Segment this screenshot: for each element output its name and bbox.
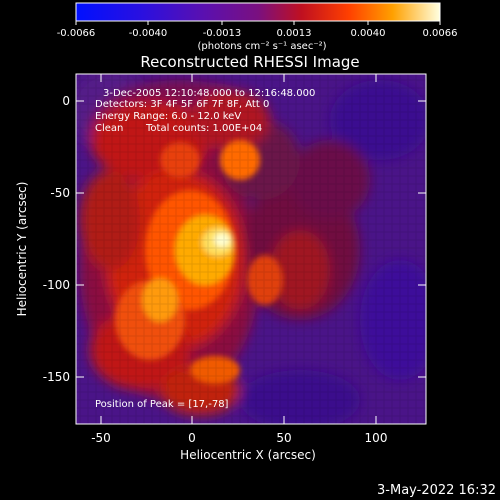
- heatmap-image: [76, 74, 426, 424]
- x-axis-label: Heliocentric X (arcsec): [180, 448, 316, 462]
- colorbar-tick-label: 0.0040: [351, 28, 386, 39]
- y-axis-label: Heliocentric Y (arcsec): [15, 182, 29, 317]
- x-tick-label: 100: [365, 431, 388, 445]
- colorbar-units: (photons cm⁻² s⁻¹ asec⁻²): [197, 41, 326, 52]
- y-tick-label: 0: [62, 94, 70, 108]
- info-detectors: Detectors: 3F 4F 5F 6F 7F 8F, Att 0: [95, 99, 269, 110]
- colorbar: [76, 3, 440, 21]
- colorbar-tick-label: -0.0013: [203, 28, 242, 39]
- info-method: Clean: [95, 123, 123, 134]
- x-tick-label: -50: [91, 431, 111, 445]
- y-tick-label: -100: [43, 278, 70, 292]
- x-tick-label: 50: [276, 431, 291, 445]
- plot-timestamp: 3-May-2022 16:32: [377, 483, 496, 498]
- y-ticks: [76, 100, 426, 378]
- info-total-counts: Total counts: 1.00E+04: [145, 123, 262, 134]
- x-ticks: [100, 74, 377, 424]
- colorbar-tick-label: -0.0040: [129, 28, 168, 39]
- colorbar-tick-label: -0.0066: [57, 28, 96, 39]
- y-tick-label: -50: [50, 186, 70, 200]
- info-time-range: 3-Dec-2005 12:10:48.000 to 12:16:48.000: [103, 88, 315, 99]
- plot-frame: [75, 73, 427, 425]
- colorbar-ticks: [75, 21, 441, 25]
- colorbar-tick-label: 0.0066: [423, 28, 458, 39]
- x-tick-label: 0: [188, 431, 196, 445]
- colorbar-tick-label: 0.0013: [277, 28, 312, 39]
- info-energy-range: Energy Range: 6.0 - 12.0 keV: [95, 111, 241, 122]
- plot-title: Reconstructed RHESSI Image: [140, 53, 359, 71]
- y-tick-label: -150: [43, 370, 70, 384]
- peak-position-label: Position of Peak = [17,-78]: [95, 399, 229, 410]
